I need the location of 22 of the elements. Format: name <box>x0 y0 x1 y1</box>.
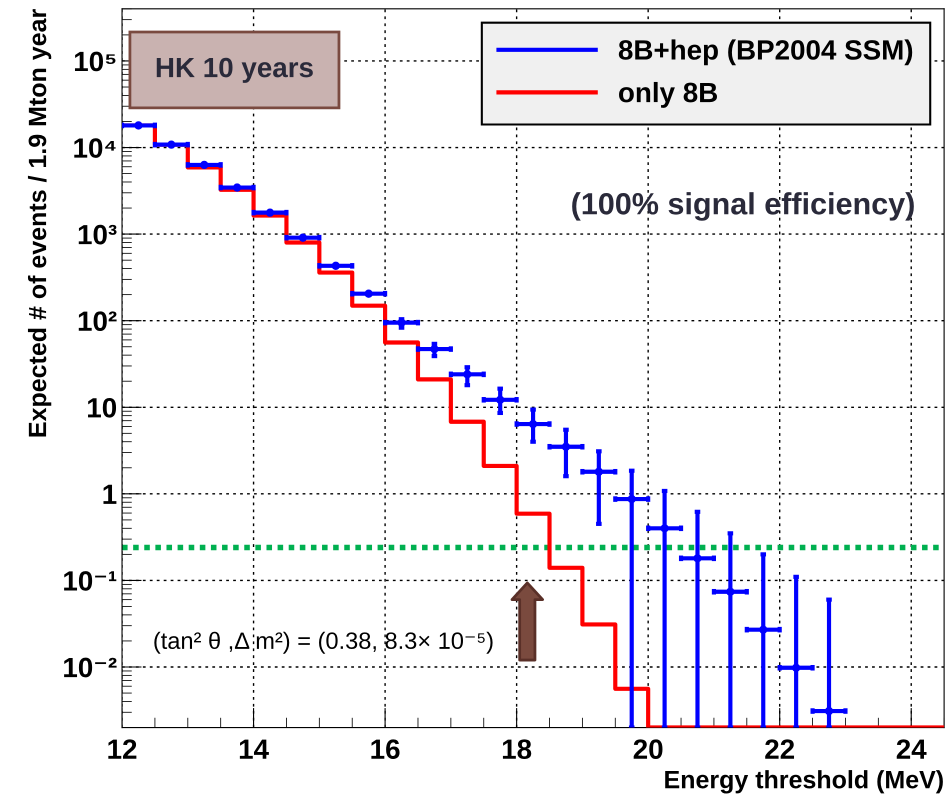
annotation: (100% signal efficiency) <box>572 192 914 221</box>
y-tick-label: 10 <box>88 398 116 418</box>
x-tick-label: 20 <box>634 739 662 760</box>
x-axis-title: Energy threshold (MeV) <box>665 770 943 794</box>
x-tick-label: 24 <box>896 739 927 759</box>
x-tick-label: 16 <box>371 739 400 760</box>
y-tick-label: 10⁵ <box>74 52 116 72</box>
annotation: HK 10 years <box>156 58 313 83</box>
y-tick-label: 1 <box>103 484 116 504</box>
y-tick-label: 10⁴ <box>74 138 116 158</box>
y-tick-label: 10² <box>78 311 117 332</box>
y-tick-label: 10³ <box>78 224 117 244</box>
legend-label: only 8B <box>619 82 717 108</box>
x-tick-label: 18 <box>502 739 532 760</box>
x-tick-label: 22 <box>765 739 794 759</box>
annotation: (tan² θ ,Δ m²) = (0.38, 8.3× 10⁻⁵) <box>154 632 493 654</box>
y-tick-label: 10⁻² <box>64 658 117 678</box>
y-tick-label: 10⁻¹ <box>64 571 116 591</box>
y-axis-title: Expected # of events / 1.9 Mton year <box>28 9 52 436</box>
x-tick-label: 12 <box>108 739 136 759</box>
legend-label: 8B+hep (BP2004 SSM) <box>618 39 912 66</box>
x-tick-label: 14 <box>240 740 269 759</box>
